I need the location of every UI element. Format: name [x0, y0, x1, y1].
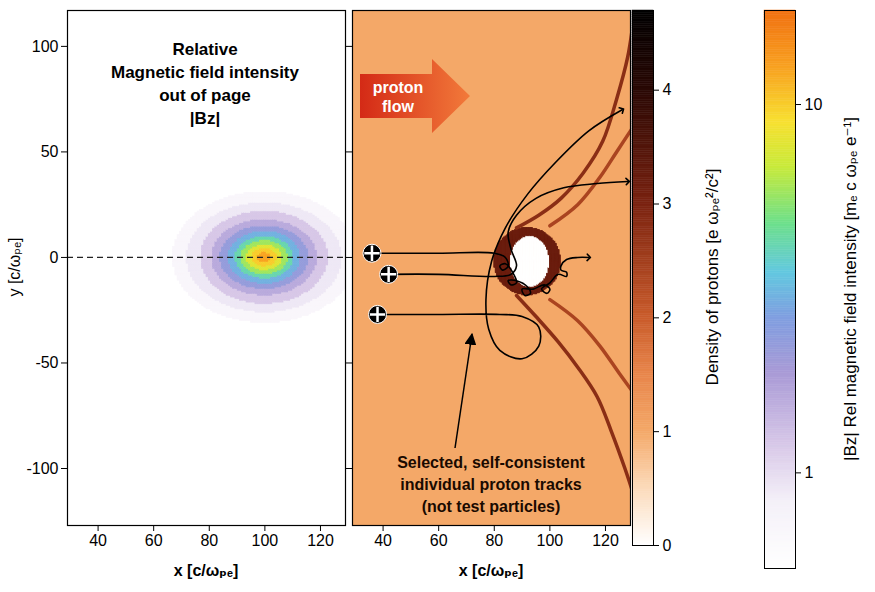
svg-text:40: 40 — [374, 532, 392, 549]
html-text:Relative: Relative — [172, 40, 238, 59]
html-text:x [c/ωₚₑ]: x [c/ωₚₑ] — [173, 562, 239, 579]
html-text:y [c/ωₚₑ]: y [c/ωₚₑ] — [5, 237, 23, 297]
svg-text:flow: flow — [382, 98, 415, 115]
svg-text:120: 120 — [592, 532, 619, 549]
svg-text:4: 4 — [663, 81, 672, 98]
svg-text:3: 3 — [663, 195, 672, 212]
html-text:x [c/ωₚₑ]: x [c/ωₚₑ] — [458, 562, 524, 579]
html-text:|Bz| Rel magnetic field intens: |Bz| Rel magnetic field intensity [mₑ c … — [840, 117, 860, 461]
svg-text:80: 80 — [200, 532, 218, 549]
html-text:out of page: out of page — [159, 86, 251, 105]
svg-text:100: 100 — [252, 532, 279, 549]
svg-text:proton: proton — [373, 79, 424, 96]
html-text:(not test particles): (not test particles) — [421, 498, 561, 515]
svg-text:80: 80 — [485, 532, 503, 549]
svg-text:0: 0 — [663, 537, 672, 554]
svg-text:-100: -100 — [26, 460, 58, 477]
svg-text:120: 120 — [307, 532, 334, 549]
svg-text:0: 0 — [50, 249, 59, 266]
svg-text:1: 1 — [663, 423, 672, 440]
svg-text:-50: -50 — [35, 354, 58, 371]
svg-text:10: 10 — [805, 96, 823, 113]
svg-text:100: 100 — [537, 532, 564, 549]
html-text:Magnetic field intensity: Magnetic field intensity — [111, 63, 299, 82]
svg-text:50: 50 — [41, 143, 59, 160]
svg-text:1: 1 — [805, 464, 814, 481]
html-text:Selected, self-consistent: Selected, self-consistent — [397, 454, 585, 471]
svg-text:100: 100 — [32, 38, 59, 55]
html-text:Density of protons [e ωₚₑ²/c²]: Density of protons [e ωₚₑ²/c²] — [702, 168, 722, 386]
svg-text:40: 40 — [89, 532, 107, 549]
svg-text:2: 2 — [663, 309, 672, 326]
html-text:individual proton tracks: individual proton tracks — [400, 476, 582, 493]
svg-text:60: 60 — [145, 532, 163, 549]
html-text:|Bz|: |Bz| — [189, 109, 221, 128]
svg-text:60: 60 — [430, 532, 448, 549]
